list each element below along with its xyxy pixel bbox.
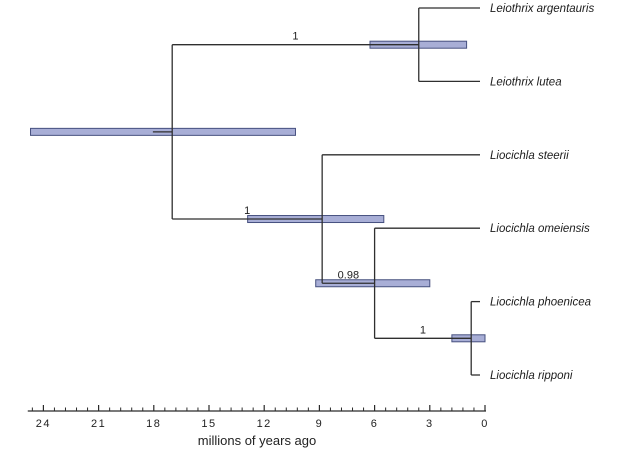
hpd-bars-layer [30,40,486,343]
branches-layer [152,7,480,376]
axis-tick-label-3: 3 [426,418,434,430]
support-label-liocichla1: 1 [244,205,250,217]
support-label-leiothrix: 1 [292,31,298,43]
axis-tick-label-12: 12 [257,418,272,430]
tip-label-4: Liocichla phoenicea [490,297,591,309]
axis-title: millions of years ago [198,433,317,448]
axis-tick-label-6: 6 [371,418,379,430]
tip-label-2: Liocichla steerii [490,150,569,162]
support-label-liocichla3: 1 [420,324,426,336]
labels-layer: 1 Leiothrix argentauris Leiothrix lutea 1 Li… [244,3,594,382]
tip-label-1: Leiothrix lutea [490,76,562,88]
axis-tick-label-15: 15 [201,418,216,430]
time-axis-layer: 24 21 18 15 12 9 6 3 0 [27,405,489,430]
axis-tick-label-24: 24 [36,418,51,430]
axis-tick-label-18: 18 [146,418,161,430]
axis-tick-label-0: 0 [481,418,489,430]
tip-label-5: Liocichla ripponi [490,370,573,382]
axis-tick-label-21: 21 [91,418,106,430]
tip-label-0: Leiothrix argentauris [490,3,594,15]
axis-tick-label-9: 9 [316,418,324,430]
tip-label-3: Liocichla omeiensis [490,223,590,235]
support-label-liocichla2: 0.98 [338,269,359,281]
